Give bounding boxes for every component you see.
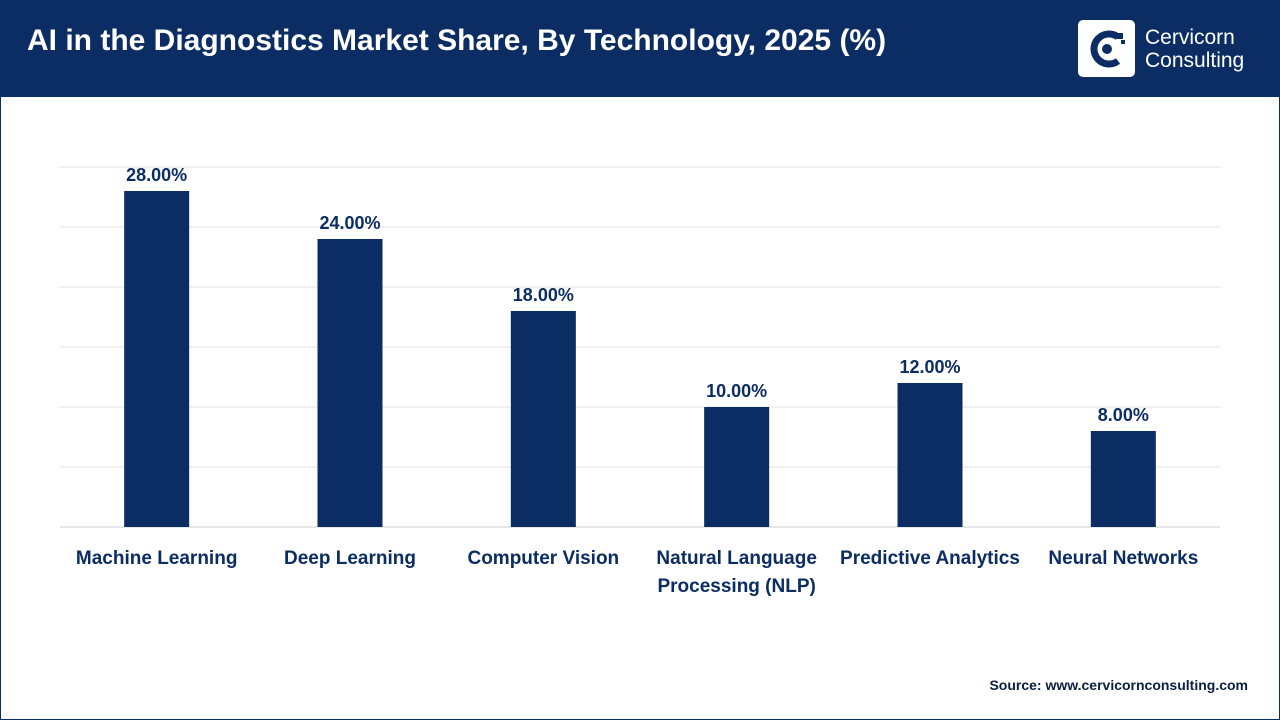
source-note: Source: www.cervicornconsulting.com — [989, 677, 1248, 693]
data-label: 10.00% — [706, 381, 767, 401]
category-label: Predictive Analytics — [840, 548, 1020, 569]
brand-name-line2: Consulting — [1145, 48, 1245, 72]
category-label: Computer Vision — [467, 548, 619, 569]
data-label: 12.00% — [899, 357, 960, 377]
bar — [704, 407, 770, 527]
data-label: 24.00% — [319, 213, 380, 233]
data-label: 18.00% — [513, 285, 574, 305]
chart-title: AI in the Diagnostics Market Share, By T… — [27, 24, 887, 57]
data-label: 28.00% — [126, 165, 187, 185]
bar — [1090, 431, 1156, 527]
bar — [317, 239, 383, 527]
category-label: Neural Networks — [1048, 548, 1198, 569]
bar — [897, 383, 963, 527]
header-bar: AI in the Diagnostics Market Share, By T… — [0, 0, 1280, 97]
brand-name-line1: Cervicorn — [1145, 25, 1235, 49]
bar — [510, 311, 576, 527]
category-label: Machine Learning — [76, 548, 238, 569]
bar-chart: 28.00% Machine Learning 24.00% Deep Learnin… — [60, 165, 1220, 597]
category-label: Deep Learning — [284, 548, 416, 569]
data-label: 8.00% — [1098, 405, 1149, 425]
brand-logo: Cervicorn Consulting — [1078, 20, 1244, 77]
cervicorn-logo-icon — [1078, 20, 1135, 77]
bar — [124, 191, 190, 527]
brand-name: Cervicorn Consulting — [1145, 26, 1244, 72]
category-label: Natural Language — [656, 548, 816, 569]
category-label: Processing (NLP) — [657, 576, 815, 597]
